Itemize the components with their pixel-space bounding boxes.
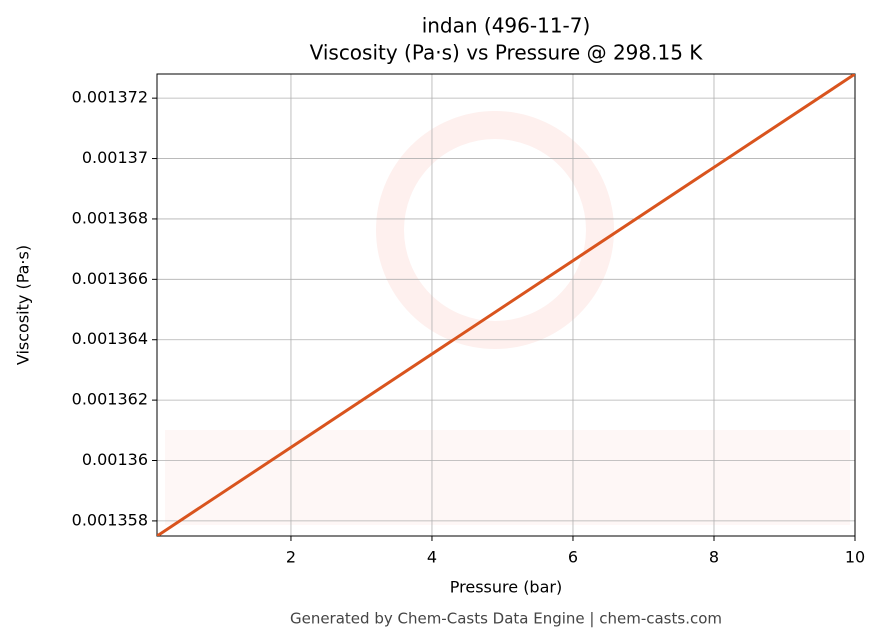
data-line	[157, 74, 855, 536]
y-tick-label: 0.00137	[82, 148, 148, 167]
x-tick-label: 6	[568, 548, 578, 567]
x-tick-label: 2	[286, 548, 296, 567]
x-tick-label: 8	[709, 548, 719, 567]
y-axis-label: Viscosity (Pa·s)	[14, 245, 33, 365]
chart-title: indan (496-11-7)	[422, 14, 591, 38]
watermark	[165, 111, 850, 525]
y-tick-label: 0.001368	[72, 208, 148, 227]
x-tick-label: 10	[845, 548, 865, 567]
y-tick-label: 0.001366	[72, 269, 148, 288]
x-tick-label: 4	[427, 548, 437, 567]
y-tick-label: 0.001362	[72, 390, 148, 409]
y-tick-label: 0.001372	[72, 88, 148, 107]
plot-frame	[156, 73, 856, 537]
footer: Generated by Chem-Casts Data Engine | ch…	[290, 610, 722, 628]
x-axis-label: Pressure (bar)	[450, 578, 562, 597]
y-tick-label: 0.00136	[82, 450, 148, 469]
y-tick-label: 0.001358	[72, 510, 148, 529]
chart-subtitle: Viscosity (Pa·s) vs Pressure @ 298.15 K	[310, 41, 704, 65]
y-tick-label: 0.001364	[72, 329, 148, 348]
